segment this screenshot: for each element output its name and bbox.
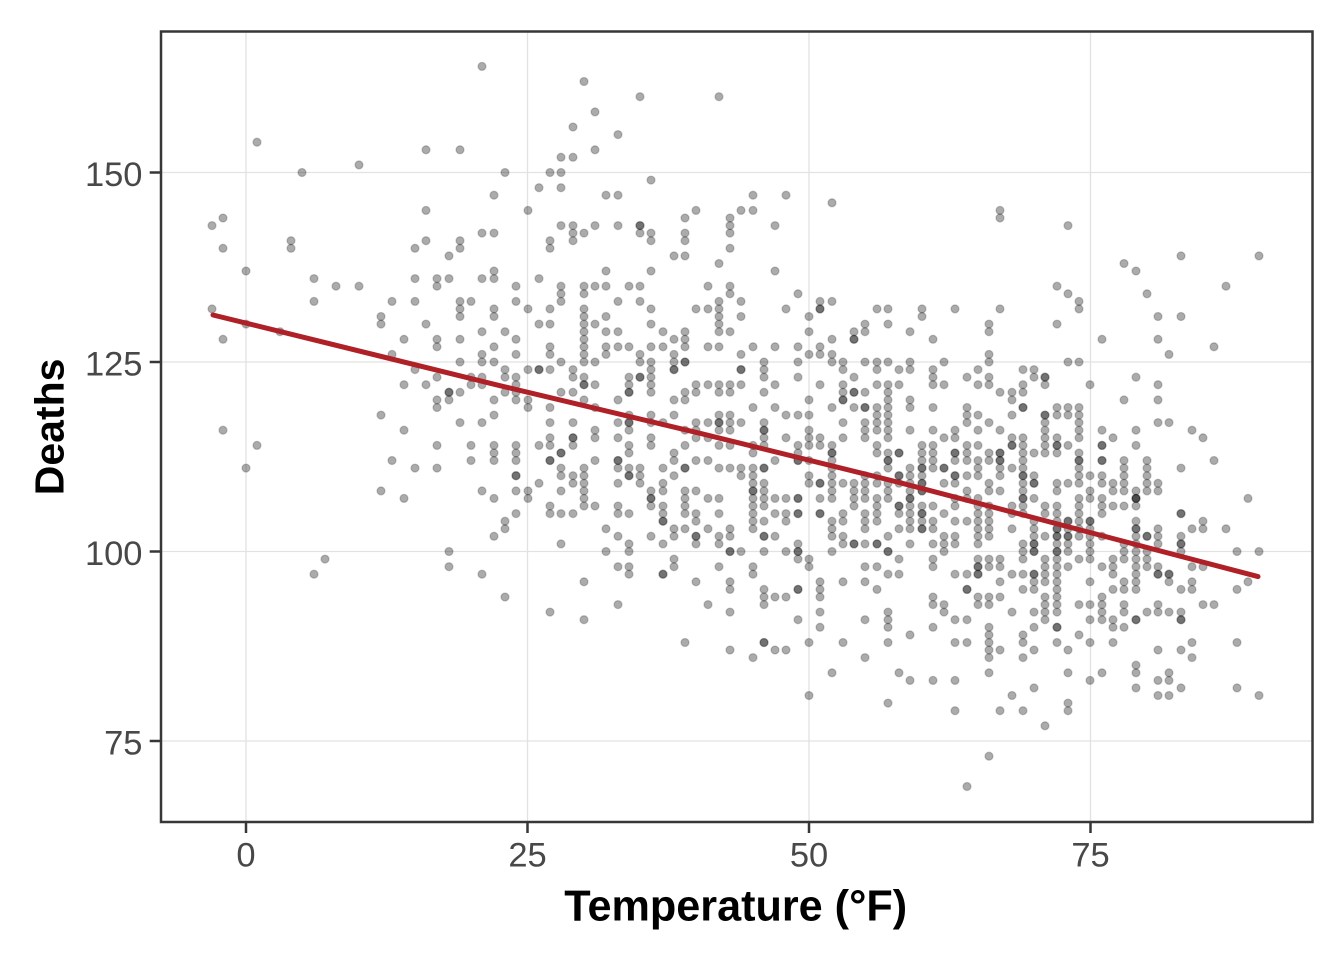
svg-text:Deaths: Deaths bbox=[26, 359, 72, 496]
svg-text:Temperature (°F): Temperature (°F) bbox=[564, 883, 907, 931]
svg-text:100: 100 bbox=[85, 535, 143, 573]
svg-text:150: 150 bbox=[85, 156, 143, 194]
svg-text:50: 50 bbox=[790, 837, 828, 875]
svg-text:125: 125 bbox=[85, 346, 143, 384]
svg-text:75: 75 bbox=[1071, 837, 1109, 875]
svg-text:0: 0 bbox=[236, 837, 255, 875]
svg-text:25: 25 bbox=[508, 837, 546, 875]
svg-text:75: 75 bbox=[104, 725, 142, 763]
